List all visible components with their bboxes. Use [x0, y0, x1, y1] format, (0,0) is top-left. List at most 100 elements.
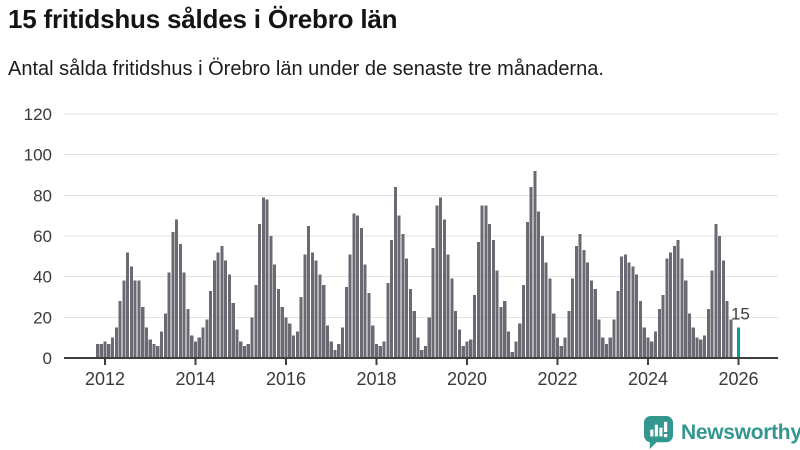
bar	[246, 343, 250, 358]
x-tick-label: 2022	[537, 369, 577, 389]
bar	[548, 278, 552, 358]
bar	[699, 339, 703, 358]
bar	[435, 205, 439, 358]
bar	[220, 246, 224, 358]
bar	[103, 341, 107, 358]
bar	[397, 215, 401, 358]
bar	[224, 260, 228, 358]
bar	[201, 327, 205, 358]
bar	[95, 343, 100, 358]
bar	[178, 244, 182, 358]
bar	[522, 284, 526, 358]
bar	[495, 270, 499, 358]
bar	[337, 343, 341, 358]
bar	[555, 337, 560, 358]
bar	[341, 327, 345, 358]
bar	[205, 319, 209, 358]
x-tick-label: 2024	[628, 369, 668, 389]
bar	[359, 227, 363, 358]
bar	[269, 236, 273, 358]
bar	[175, 219, 179, 358]
y-tick-label: 60	[33, 227, 52, 246]
bar	[714, 223, 718, 358]
bar	[405, 258, 409, 358]
bar	[239, 341, 243, 358]
bar	[454, 311, 458, 358]
bar	[491, 240, 495, 358]
y-tick-label: 40	[33, 268, 52, 287]
bar	[197, 337, 201, 358]
bar	[382, 341, 386, 358]
bar	[141, 307, 145, 358]
bar	[446, 254, 450, 358]
bar	[182, 272, 186, 358]
bar	[695, 337, 699, 358]
bar	[378, 345, 382, 358]
bar	[318, 274, 322, 358]
bar	[325, 325, 330, 358]
bar	[506, 331, 511, 358]
bar	[729, 319, 733, 358]
bar	[303, 254, 307, 358]
bar	[465, 341, 469, 358]
bar	[390, 240, 394, 358]
bar	[288, 323, 292, 358]
bar	[242, 345, 247, 358]
bar	[333, 349, 337, 358]
bar	[160, 331, 164, 358]
bar	[412, 311, 416, 358]
bar	[423, 345, 428, 358]
bar	[450, 278, 454, 358]
bar	[703, 335, 707, 358]
bar	[563, 337, 567, 358]
bar	[638, 301, 643, 358]
bar	[193, 341, 198, 358]
bar	[110, 337, 115, 358]
bar	[307, 225, 311, 358]
bar	[650, 341, 654, 358]
bar	[261, 197, 265, 358]
bar	[653, 331, 658, 358]
bar	[589, 280, 593, 358]
bar	[212, 260, 216, 358]
bar	[118, 301, 122, 358]
bar	[393, 187, 397, 358]
bar	[646, 337, 650, 358]
bar	[231, 303, 235, 358]
bar	[503, 301, 507, 358]
bar	[408, 288, 412, 358]
bar	[620, 256, 624, 358]
bar	[374, 343, 379, 358]
bar	[167, 272, 171, 358]
bar	[386, 282, 390, 358]
bar	[329, 341, 333, 358]
bar	[284, 317, 288, 358]
bar	[107, 343, 111, 358]
bar	[431, 248, 435, 358]
bar	[152, 343, 156, 358]
bar	[442, 219, 446, 358]
bar	[586, 262, 590, 358]
bar	[612, 319, 616, 358]
bar	[721, 260, 725, 358]
bar	[322, 284, 326, 358]
bar	[537, 211, 541, 358]
bar	[642, 327, 646, 358]
bar	[299, 297, 303, 358]
bar	[209, 290, 213, 358]
bar	[540, 236, 544, 358]
bar	[488, 223, 492, 358]
bar	[314, 260, 318, 358]
bar	[657, 309, 661, 358]
bar	[571, 278, 575, 358]
bar	[687, 313, 692, 358]
bar	[273, 264, 277, 358]
bar	[348, 254, 352, 358]
bar	[567, 311, 571, 358]
bar	[669, 252, 673, 358]
bar	[623, 254, 627, 358]
bar	[163, 313, 167, 358]
bar	[461, 345, 465, 358]
bar	[676, 240, 680, 358]
x-tick-label: 2018	[356, 369, 396, 389]
